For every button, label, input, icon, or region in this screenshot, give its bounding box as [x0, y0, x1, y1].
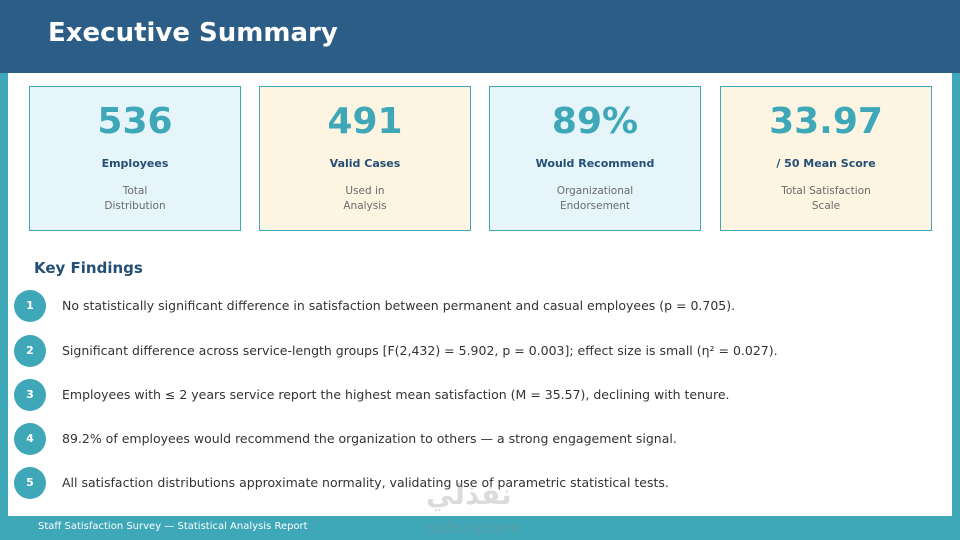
- watermark-logo: نفذلي nafezly.com: [418, 478, 548, 540]
- slide-footer: Staff Satisfaction Survey — Statistical …: [0, 516, 960, 540]
- stat-description-line: Endorsement: [559, 200, 631, 212]
- finding-item: 3 Employees with ≤ 2 years service repor…: [14, 379, 914, 413]
- stat-value: 89%: [551, 101, 639, 142]
- slide-header: Executive Summary: [0, 0, 960, 73]
- stat-description: Organizational Endorsement: [490, 184, 700, 214]
- stat-label: / 50 Mean Score: [776, 157, 876, 170]
- finding-item: 2 Significant difference across service-…: [14, 335, 914, 369]
- stat-description: Used in Analysis: [260, 184, 470, 214]
- watermark-arabic-text: نفذلي: [426, 478, 512, 511]
- stat-label: Valid Cases: [329, 157, 401, 170]
- stat-description-line: Scale: [811, 200, 841, 212]
- stat-description: Total Distribution: [30, 184, 240, 214]
- finding-text: All satisfaction distributions approxima…: [62, 475, 669, 490]
- stat-description-line: Total: [122, 185, 148, 197]
- stat-label: Would Recommend: [535, 157, 655, 170]
- watermark-latin-text: nafezly.com: [426, 518, 521, 537]
- finding-text: Significant difference across service-le…: [62, 343, 778, 358]
- stat-description: Total Satisfaction Scale: [721, 184, 931, 214]
- stat-card-mean-score: 33.97 / 50 Mean Score Total Satisfaction…: [720, 86, 932, 231]
- stat-description-line: Organizational: [556, 185, 634, 197]
- footer-text: Staff Satisfaction Survey — Statistical …: [38, 521, 308, 532]
- finding-item: 5 All satisfaction distributions approxi…: [14, 467, 914, 501]
- page-title: Executive Summary: [48, 18, 338, 48]
- finding-item: 4 89.2% of employees would recommend the…: [14, 423, 914, 457]
- stat-description-line: Used in: [345, 185, 385, 197]
- finding-number-badge: 3: [14, 379, 46, 411]
- stat-value: 33.97: [769, 101, 883, 142]
- key-findings-title: Key Findings: [34, 259, 143, 277]
- stat-label: Employees: [101, 157, 169, 170]
- finding-item: 1 No statistically significant differenc…: [14, 290, 914, 324]
- stat-description-line: Distribution: [104, 200, 166, 212]
- finding-text: No statistically significant difference …: [62, 298, 736, 313]
- right-accent-bar: [952, 73, 960, 518]
- left-accent-bar: [0, 73, 8, 518]
- stat-card-valid-cases: 491 Valid Cases Used in Analysis: [259, 86, 471, 231]
- finding-number-badge: 1: [14, 290, 46, 322]
- stat-description-line: Total Satisfaction: [781, 185, 871, 197]
- finding-text: Employees with ≤ 2 years service report …: [62, 387, 730, 402]
- stat-card-employees: 536 Employees Total Distribution: [29, 86, 241, 231]
- finding-number-badge: 2: [14, 335, 46, 367]
- finding-number-badge: 5: [14, 467, 46, 499]
- stat-description-line: Analysis: [343, 200, 387, 212]
- stat-card-recommend: 89% Would Recommend Organizational Endor…: [489, 86, 701, 231]
- stat-value: 536: [97, 101, 173, 142]
- finding-text: 89.2% of employees would recommend the o…: [62, 431, 677, 446]
- stat-value: 491: [327, 101, 403, 142]
- finding-number-badge: 4: [14, 423, 46, 455]
